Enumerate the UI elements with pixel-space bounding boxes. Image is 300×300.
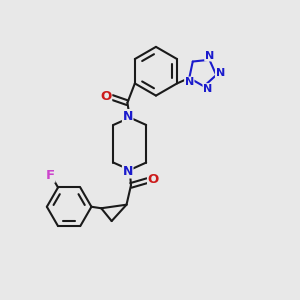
Text: F: F — [46, 169, 55, 182]
Text: N: N — [122, 110, 133, 123]
Text: N: N — [185, 77, 194, 87]
Text: O: O — [148, 173, 159, 186]
Text: N: N — [122, 165, 133, 178]
Text: O: O — [100, 90, 112, 103]
Text: N: N — [205, 51, 214, 61]
Text: N: N — [203, 84, 212, 94]
Text: N: N — [215, 68, 225, 78]
